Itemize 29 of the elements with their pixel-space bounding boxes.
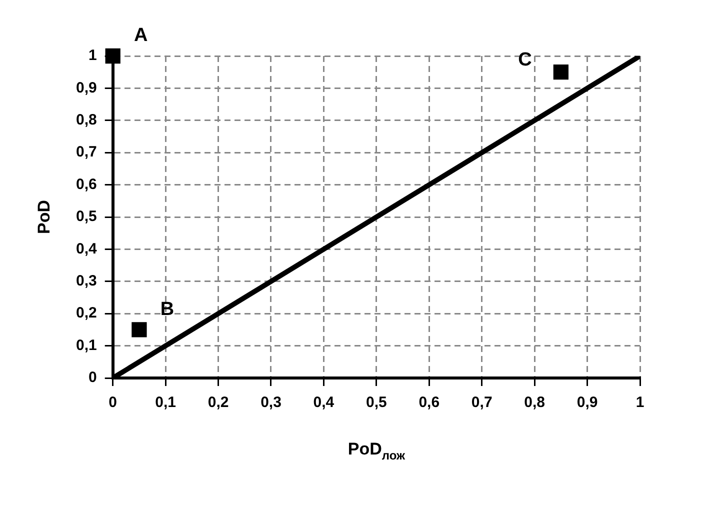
y-axis-title: PoD: [34, 200, 54, 234]
y-tick-label: 0,4: [76, 240, 98, 258]
x-tick-label: 0: [108, 394, 118, 412]
point: [105, 48, 120, 64]
y-tick-label: 0,8: [76, 112, 97, 129]
y-tick-label: 1: [88, 47, 97, 64]
y-tick-label: 0,9: [76, 79, 97, 96]
x-tick-label: 0,1: [155, 394, 176, 412]
y-tick-label: 0,7: [76, 144, 97, 161]
y-tick-label: 0,6: [76, 176, 97, 193]
x-tick-label: 0,6: [418, 394, 440, 412]
y-tick-label: 0,5: [76, 208, 97, 226]
y-tick-label: 0,1: [76, 336, 97, 354]
annotation: B: [160, 298, 174, 320]
x-tick-label: 0,5: [366, 394, 387, 412]
y-tick-label: 0,2: [76, 304, 97, 322]
x-tick-label: 0,7: [471, 394, 492, 412]
x-tick-label: 0,9: [576, 394, 598, 412]
y-tick-label: 0: [88, 369, 97, 386]
point: [553, 64, 568, 80]
x-tick-label: 1: [636, 394, 644, 412]
x-tick-label: 0,3: [260, 394, 282, 412]
point: [132, 322, 147, 338]
x-tick-label: 0,8: [524, 394, 545, 412]
annotation: A: [134, 25, 148, 46]
annotation: C: [518, 49, 532, 70]
x-tick-label: 0,2: [208, 394, 229, 412]
y-tick-label: 0,3: [76, 272, 97, 290]
x-tick-label: 0,4: [313, 394, 335, 412]
